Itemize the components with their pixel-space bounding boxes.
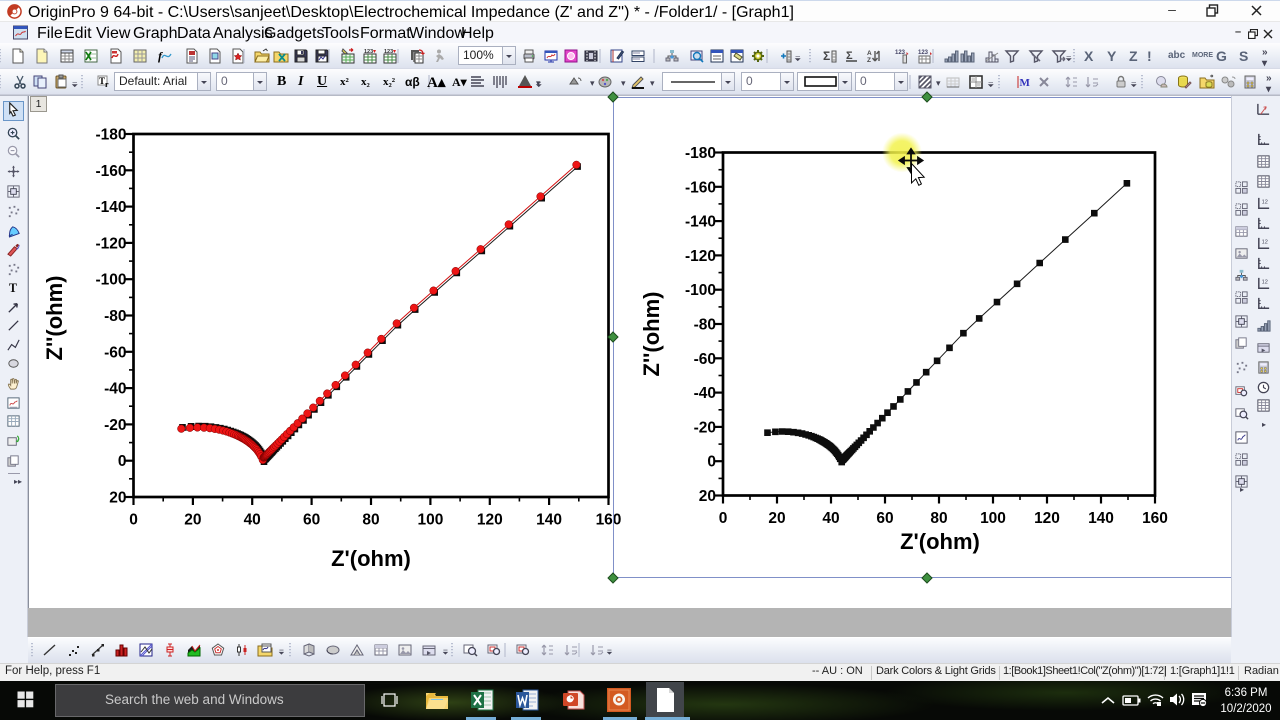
svg-text:-120: -120 [95,235,126,252]
svg-text:-180: -180 [95,127,126,144]
svg-text:-100: -100 [95,272,126,289]
svg-text:0: 0 [118,453,127,470]
svg-text:-120: -120 [685,248,716,265]
svg-text:20: 20 [184,512,201,529]
svg-text:-80: -80 [694,317,716,334]
svg-text:80: 80 [362,512,379,529]
svg-text:140: 140 [536,512,562,529]
svg-text:60: 60 [876,510,893,527]
svg-text:40: 40 [822,510,839,527]
svg-text:120: 120 [477,512,503,529]
svg-text:-160: -160 [95,163,126,180]
svg-text:-40: -40 [104,381,126,398]
svg-text:Z'(ohm): Z'(ohm) [900,529,980,554]
svg-text:-60: -60 [694,351,716,368]
svg-text:-60: -60 [104,344,126,361]
svg-text:0: 0 [719,510,728,527]
svg-text:-20: -20 [694,419,716,436]
svg-text:Z'(ohm): Z'(ohm) [331,546,411,571]
svg-text:-20: -20 [104,417,126,434]
svg-text:20: 20 [768,510,785,527]
svg-text:100: 100 [980,510,1006,527]
svg-text:-40: -40 [694,385,716,402]
svg-text:0: 0 [129,512,138,529]
svg-text:-100: -100 [685,282,716,299]
svg-text:20: 20 [109,490,126,507]
svg-text:6:36 PM: 6:36 PM [1225,687,1268,699]
svg-text:10/2/2020: 10/2/2020 [1220,703,1271,715]
svg-text:40: 40 [244,512,261,529]
svg-text:Search the web and Windows: Search the web and Windows [105,692,284,707]
svg-text:Z''(ohm): Z''(ohm) [42,276,67,361]
svg-text:60: 60 [303,512,320,529]
svg-text:-80: -80 [104,308,126,325]
svg-text:140: 140 [1088,510,1114,527]
svg-text:100: 100 [417,512,443,529]
svg-text:160: 160 [1142,510,1168,527]
svg-text:-140: -140 [95,199,126,216]
svg-text:80: 80 [930,510,947,527]
svg-text:160: 160 [596,512,622,529]
svg-text:-160: -160 [685,179,716,196]
svg-text:Z''(ohm): Z''(ohm) [639,292,664,377]
svg-text:-140: -140 [685,214,716,231]
svg-text:120: 120 [1034,510,1060,527]
svg-text:-180: -180 [685,145,716,162]
svg-text:20: 20 [699,488,716,505]
svg-text:0: 0 [707,454,716,471]
